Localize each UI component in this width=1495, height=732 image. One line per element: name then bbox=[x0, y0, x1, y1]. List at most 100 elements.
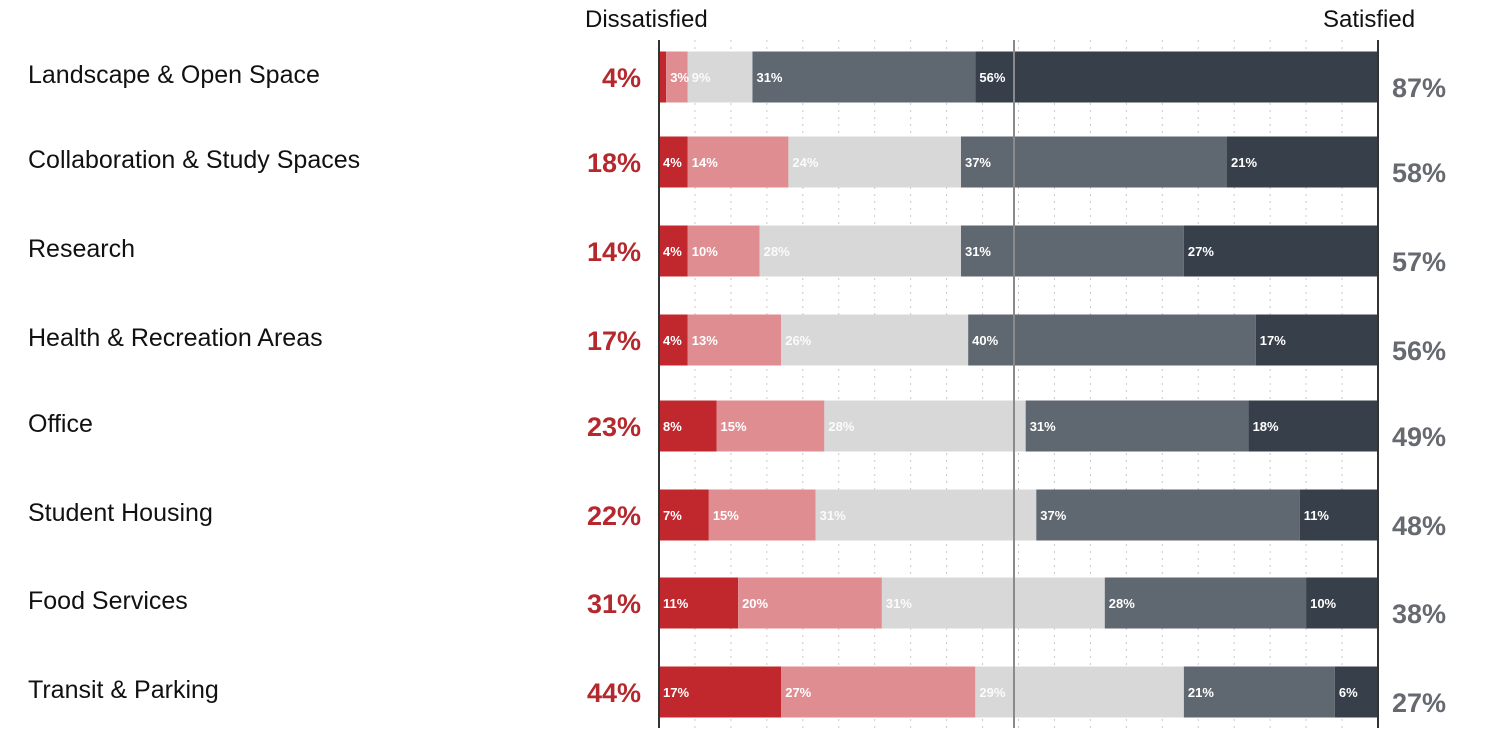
bar-segment bbox=[708, 489, 816, 541]
segment-value-label: 7% bbox=[663, 508, 682, 523]
bar-segment bbox=[975, 666, 1184, 718]
segment-value-label: 4% bbox=[663, 244, 682, 259]
dissatisfied-total: 18% bbox=[587, 148, 641, 178]
segment-value-label: 15% bbox=[713, 508, 739, 523]
category-label: Landscape & Open Space bbox=[28, 61, 320, 89]
dissatisfied-header: Dissatisfied bbox=[585, 6, 708, 33]
segment-value-label: 11% bbox=[663, 596, 689, 611]
dissatisfied-total: 23% bbox=[587, 412, 641, 442]
bar-segment bbox=[1255, 314, 1378, 366]
bar-segment bbox=[781, 314, 969, 366]
bar-segment bbox=[716, 400, 825, 452]
segment-value-label: 20% bbox=[742, 596, 768, 611]
bar-segment bbox=[659, 51, 667, 103]
dissatisfied-total: 17% bbox=[587, 326, 641, 356]
segment-value-label: 10% bbox=[1310, 596, 1336, 611]
bar-segment bbox=[738, 577, 882, 629]
segment-value-label: 8% bbox=[663, 419, 682, 434]
bar-segment bbox=[975, 51, 1378, 103]
satisfied-total: 56% bbox=[1392, 336, 1446, 366]
bar-segment bbox=[960, 225, 1184, 277]
segment-value-label: 4% bbox=[663, 333, 682, 348]
category-label: Research bbox=[28, 235, 135, 263]
satisfied-total: 49% bbox=[1392, 422, 1446, 452]
segment-value-label: 27% bbox=[1188, 244, 1214, 259]
bar-segment bbox=[815, 489, 1037, 541]
bar-segment bbox=[659, 666, 782, 718]
category-label: Collaboration & Study Spaces bbox=[28, 146, 361, 174]
segment-value-label: 24% bbox=[792, 155, 818, 170]
bar-segment bbox=[659, 136, 688, 188]
segment-value-label: 37% bbox=[1040, 508, 1066, 523]
bar-segment bbox=[752, 51, 976, 103]
segment-value-label: 31% bbox=[886, 596, 912, 611]
bar-segment bbox=[788, 136, 961, 188]
bar-segment bbox=[666, 51, 688, 103]
bar-segment bbox=[1248, 400, 1378, 452]
bar-layer bbox=[659, 51, 1378, 718]
bar-segment bbox=[759, 225, 961, 277]
segment-value-label: 21% bbox=[1188, 685, 1214, 700]
bar-segment bbox=[687, 51, 753, 103]
segment-value-label: 26% bbox=[785, 333, 811, 348]
segment-value-label: 31% bbox=[820, 508, 846, 523]
segment-value-label: 13% bbox=[692, 333, 718, 348]
bar-segment bbox=[1104, 577, 1307, 629]
bar-segment bbox=[687, 136, 789, 188]
segment-value-label: 15% bbox=[721, 419, 747, 434]
bar-segment bbox=[659, 314, 688, 366]
bar-segment bbox=[659, 400, 717, 452]
segment-value-label: 28% bbox=[1109, 596, 1135, 611]
segment-value-label: 3% bbox=[670, 70, 689, 85]
segment-value-label: 11% bbox=[1304, 508, 1330, 523]
label-layer: 3% 9% 31% 56% 4% 87% 4% 14% 24% 37% 21% 18% 58% 4% 10%… bbox=[587, 63, 1446, 718]
segment-value-label: 4% bbox=[663, 155, 682, 170]
bar-segment bbox=[1183, 666, 1335, 718]
satisfied-total: 57% bbox=[1392, 247, 1446, 277]
segment-value-label: 29% bbox=[979, 685, 1005, 700]
segment-value-label: 18% bbox=[1253, 419, 1279, 434]
dissatisfied-total: 31% bbox=[587, 589, 641, 619]
segment-value-label: 27% bbox=[785, 685, 811, 700]
category-label: Health & Recreation Areas bbox=[28, 324, 323, 352]
segment-value-label: 17% bbox=[1260, 333, 1286, 348]
grid-layer bbox=[694, 40, 1343, 728]
bar-segment bbox=[960, 136, 1228, 188]
category-label: Food Services bbox=[28, 587, 188, 615]
segment-value-label: 14% bbox=[692, 155, 718, 170]
satisfied-total: 38% bbox=[1392, 599, 1446, 629]
satisfied-header: Satisfied bbox=[1323, 6, 1416, 33]
segment-value-label: 10% bbox=[692, 244, 718, 259]
satisfied-total: 58% bbox=[1392, 158, 1446, 188]
segment-value-label: 28% bbox=[764, 244, 790, 259]
segment-value-label: 28% bbox=[828, 419, 854, 434]
bar-segment bbox=[781, 666, 976, 718]
category-label: Office bbox=[28, 410, 93, 438]
bar-segment bbox=[1334, 666, 1378, 718]
bar-segment bbox=[1299, 489, 1378, 541]
bar-segment bbox=[1227, 136, 1378, 188]
bar-segment bbox=[968, 314, 1256, 366]
bar-segment bbox=[1183, 225, 1378, 277]
bar-segment bbox=[659, 577, 739, 629]
bar-segment bbox=[881, 577, 1105, 629]
bar-segment bbox=[659, 225, 688, 277]
segment-value-label: 40% bbox=[972, 333, 998, 348]
segment-value-label: 31% bbox=[1030, 419, 1056, 434]
bar-segment bbox=[659, 489, 709, 541]
satisfied-total: 27% bbox=[1392, 688, 1446, 718]
dissatisfied-total: 44% bbox=[587, 678, 641, 708]
dissatisfied-total: 22% bbox=[587, 501, 641, 531]
segment-value-label: 31% bbox=[965, 244, 991, 259]
segment-value-label: 31% bbox=[756, 70, 782, 85]
bar-segment bbox=[824, 400, 1026, 452]
dissatisfied-total: 14% bbox=[587, 237, 641, 267]
bar-segment bbox=[687, 225, 760, 277]
bar-segment bbox=[1025, 400, 1249, 452]
segment-value-label: 56% bbox=[979, 70, 1005, 85]
bar-segment bbox=[687, 314, 782, 366]
segment-value-label: 6% bbox=[1339, 685, 1358, 700]
satisfied-total: 48% bbox=[1392, 511, 1446, 541]
segment-value-label: 17% bbox=[663, 685, 689, 700]
